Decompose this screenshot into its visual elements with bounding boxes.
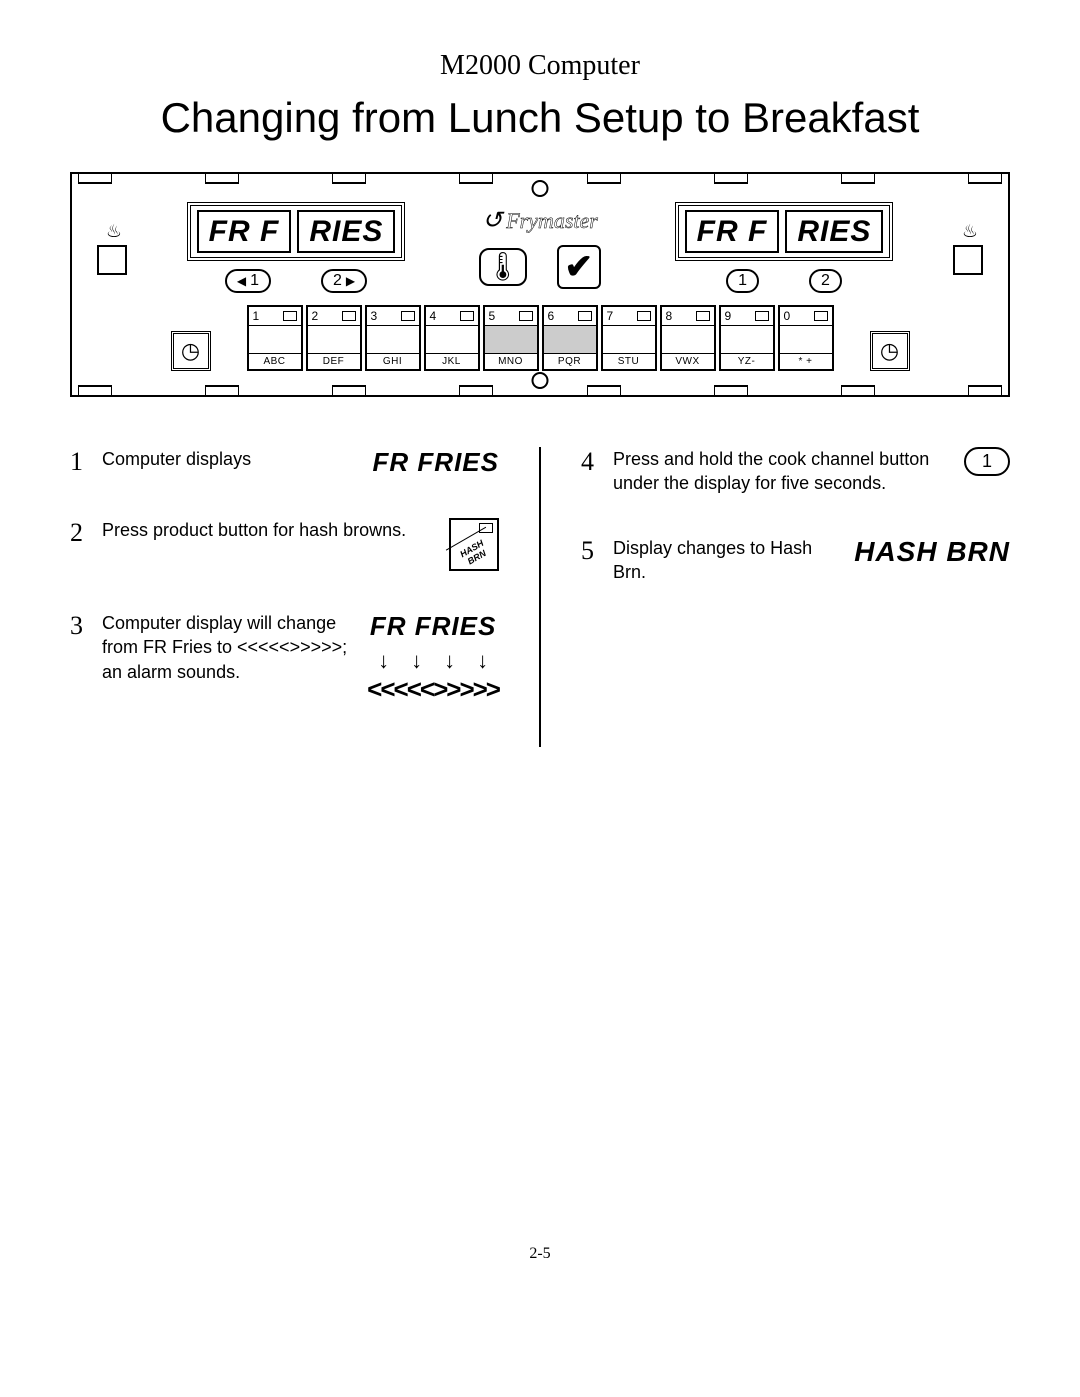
panel-bottom-notches <box>72 385 1008 395</box>
step-text: Computer displays <box>102 447 363 471</box>
keypad-key-2[interactable]: 2DEF <box>306 305 362 371</box>
hash-brn-display: HASH BRN <box>854 536 1010 568</box>
right-lcd: FR F RIES <box>675 202 894 261</box>
down-arrows-icon: ↓↓↓↓ <box>378 648 488 674</box>
keypad-key-1[interactable]: 1ABC <box>247 305 303 371</box>
page-number: 2-5 <box>60 1245 1020 1263</box>
cook-btn-left-2[interactable]: 2▶ <box>321 269 367 293</box>
mode-button-right[interactable] <box>953 245 983 275</box>
check-icon[interactable]: ✔ <box>557 245 602 289</box>
right-lcd-seg-1: FR F <box>685 210 780 253</box>
header-subtitle: M2000 Computer <box>60 50 1020 82</box>
keypad-key-8[interactable]: 8VWX <box>660 305 716 371</box>
panel-center: ↺Frymaster 🌡 ✔ <box>460 206 620 289</box>
droplets-icon: ♨ <box>962 221 974 242</box>
timer-button-right[interactable]: ◷ <box>870 331 910 371</box>
keypad-key-4[interactable]: 4JKL <box>424 305 480 371</box>
step-3: 3 Computer display will change from FR Fr… <box>70 611 499 705</box>
step-4: 4 Press and hold the cook channel button … <box>581 447 1010 496</box>
left-lcd-seg-1: FR F <box>197 210 292 253</box>
step-text: Press product button for hash browns. <box>102 518 439 542</box>
steps-section: 1 Computer displays FR FRIES 2 Press product… <box>60 447 1020 745</box>
step-number: 2 <box>70 518 92 548</box>
cook-btn-right-2[interactable]: 2 <box>809 269 842 293</box>
brand-logo: ↺Frymaster <box>482 206 598 235</box>
keypad-key-0[interactable]: 0* + <box>778 305 834 371</box>
step-number: 3 <box>70 611 92 641</box>
page-title: Changing from Lunch Setup to Breakfast <box>60 94 1020 142</box>
step-display: FR FRIES <box>373 447 499 478</box>
mode-button-left[interactable] <box>97 245 127 275</box>
thermometer-icon[interactable]: 🌡 <box>479 248 527 286</box>
right-lcd-seg-2: RIES <box>785 210 883 253</box>
timer-button-left[interactable]: ◷ <box>171 331 211 371</box>
right-mode-icons: ♨ <box>948 221 988 275</box>
hash-brn-key[interactable]: HASH BRN <box>449 518 499 571</box>
keypad-key-9[interactable]: 9YZ- <box>719 305 775 371</box>
step-text: Computer display will change from FR Fri… <box>102 611 357 684</box>
left-lcd-seg-2: RIES <box>297 210 395 253</box>
keypad-key-3[interactable]: 3GHI <box>365 305 421 371</box>
step-5: 5 Display changes to Hash Brn. HASH BRN <box>581 536 1010 585</box>
keypad-key-7[interactable]: 7STU <box>601 305 657 371</box>
panel-top-notches <box>72 174 1008 184</box>
left-mode-icons: ♨ <box>92 221 132 275</box>
step-text: Press and hold the cook channel button u… <box>613 447 954 496</box>
step-number: 1 <box>70 447 92 477</box>
cook-btn-right-1[interactable]: 1 <box>726 269 759 293</box>
keypad-row: ◷ 1ABC2DEF3GHI4JKL5MNO6PQR7STU8VWX9YZ-0*… <box>92 305 988 371</box>
step-display: FR FRIES <box>370 611 496 642</box>
alarm-symbol: <<<<<>>>>> <box>367 674 499 705</box>
right-display-group: FR F RIES 1 2 <box>675 202 894 293</box>
left-display-group: FR F RIES ◀1 2▶ <box>187 202 406 293</box>
step-2: 2 Press product button for hash browns. HA… <box>70 518 499 571</box>
step-1: 1 Computer displays FR FRIES <box>70 447 499 478</box>
step-number: 5 <box>581 536 603 566</box>
left-lcd: FR F RIES <box>187 202 406 261</box>
column-divider <box>539 447 541 747</box>
keypad-key-6[interactable]: 6PQR <box>542 305 598 371</box>
cook-btn-left-1[interactable]: ◀1 <box>225 269 271 293</box>
step-text: Display changes to Hash Brn. <box>613 536 844 585</box>
cook-channel-1-button[interactable]: 1 <box>964 447 1010 476</box>
step-number: 4 <box>581 447 603 477</box>
droplets-icon: ♨ <box>106 221 118 242</box>
control-panel: ♨ FR F RIES ◀1 2▶ ↺Frymaster 🌡 ✔ <box>70 172 1010 397</box>
keypad-key-5[interactable]: 5MNO <box>483 305 539 371</box>
